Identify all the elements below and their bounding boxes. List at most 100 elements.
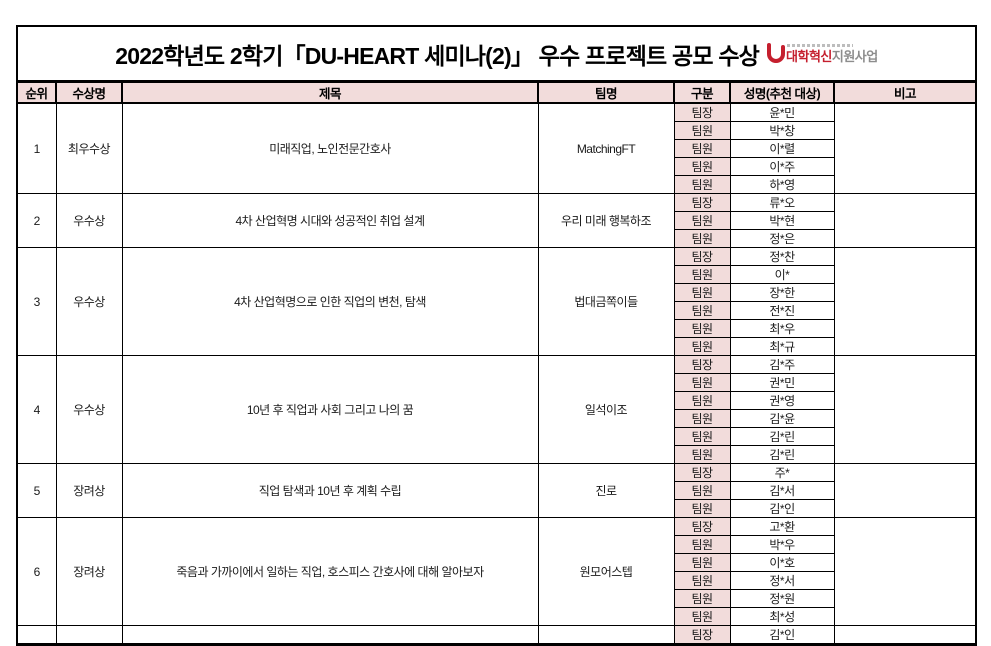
note-cell: [833, 355, 975, 464]
award-cell: 우수상: [55, 247, 123, 356]
member-name-cell: 윤*민: [729, 102, 835, 122]
page-title: 2022학년도 2학기「DU-HEART 세미나(2)」 우수 프로젝트 공모 …: [115, 42, 760, 69]
table-row: 팀원 하*영: [18, 175, 975, 194]
member-name-cell: 정*원: [729, 589, 835, 608]
award-cell: 우수상: [55, 193, 123, 248]
member-role-cell: 팀원: [673, 211, 731, 230]
logo-u-swoosh-icon: [765, 42, 786, 66]
member-name-cell: 류*오: [729, 193, 835, 212]
table-row: 팀원 박*창: [18, 121, 975, 140]
note-cell: [833, 247, 975, 356]
member-name-cell: 전*진: [729, 301, 835, 320]
member-role-cell: 팀장: [673, 625, 731, 644]
award-cell: 최우수상: [55, 102, 123, 194]
rank-cell: 5: [18, 463, 57, 518]
member-role-cell: 팀원: [673, 499, 731, 518]
member-role-cell: 팀원: [673, 283, 731, 302]
member-name-cell: 김*린: [729, 445, 835, 464]
project-title-cell: 죽음과 가까이에서 일하는 직업, 호스피스 간호사에 대해 알아보자: [121, 517, 539, 626]
results-tbody: 1 최우수상 미래직업, 노인전문간호사 MatchingFT 팀장 윤*민 팀원 박*창 팀원…: [18, 102, 975, 644]
rank-cell: 3: [18, 247, 57, 356]
project-title-cell: 4차 산업혁명으로 인한 직업의 변천, 탐색: [121, 247, 539, 356]
member-role-cell: 팀원: [673, 229, 731, 248]
member-role-cell: 팀원: [673, 589, 731, 608]
logo-text-gray: 지원사업: [831, 49, 878, 64]
team-name-cell: 법대금쪽이들: [537, 247, 675, 356]
header-note: 비고: [833, 82, 975, 104]
table-row: 팀원 김*윤: [18, 409, 975, 428]
member-role-cell: 팀장: [673, 517, 731, 536]
table-row: 팀원 김*린: [18, 445, 975, 464]
member-role-cell: 팀원: [673, 409, 731, 428]
team-name-cell: [537, 625, 675, 644]
table-row: 팀원 이*: [18, 265, 975, 284]
member-name-cell: 박*우: [729, 535, 835, 554]
team-name-cell: 진로: [537, 463, 675, 518]
member-name-cell: 정*찬: [729, 247, 835, 266]
table-row: 팀원 최*우: [18, 319, 975, 338]
logo-subtext-placeholder: [787, 44, 854, 47]
member-name-cell: 이*주: [729, 157, 835, 176]
member-name-cell: 장*한: [729, 283, 835, 302]
member-name-cell: 김*주: [729, 355, 835, 374]
member-name-cell: 이*호: [729, 553, 835, 572]
member-name-cell: 김*린: [729, 427, 835, 446]
member-role-cell: 팀원: [673, 391, 731, 410]
note-cell: [833, 463, 975, 518]
member-role-cell: 팀원: [673, 301, 731, 320]
table-row: 5 장려상 직업 탐색과 10년 후 계획 수립 진로 팀장 주*: [18, 463, 975, 518]
table-header-row: 순위 수상명 제목 팀명 구분 성명(추천 대상) 비고: [18, 82, 975, 104]
logo-text-red: 대학혁신: [786, 49, 832, 64]
header-role: 구분: [673, 82, 731, 104]
table-row: 팀원 김*서: [18, 481, 975, 500]
table-row: 팀원 전*진: [18, 301, 975, 320]
results-table: 순위 수상명 제목 팀명 구분 성명(추천 대상) 비고 1 최우수상 미래직업, …: [18, 82, 975, 644]
member-role-cell: 팀원: [673, 337, 731, 356]
team-name-cell: 우리 미래 행복하조: [537, 193, 675, 248]
note-cell: [833, 625, 975, 644]
document-title-bar: 2022학년도 2학기「DU-HEART 세미나(2)」 우수 프로젝트 공모 …: [18, 27, 975, 82]
member-name-cell: 박*현: [729, 211, 835, 230]
member-role-cell: 팀장: [673, 247, 731, 266]
member-role-cell: 팀원: [673, 553, 731, 572]
project-title-cell: 직업 탐색과 10년 후 계획 수립: [121, 463, 539, 518]
note-cell: [833, 193, 975, 248]
member-name-cell: 김*서: [729, 481, 835, 500]
member-role-cell: 팀장: [673, 193, 731, 212]
member-role-cell: 팀원: [673, 571, 731, 590]
member-name-cell: 최*성: [729, 607, 835, 626]
member-name-cell: 박*창: [729, 121, 835, 140]
project-title-cell: [121, 625, 539, 644]
logo-text: 대학혁신지원사업: [786, 50, 878, 63]
table-row: 팀원 정*원: [18, 589, 975, 608]
team-name-cell: MatchingFT: [537, 102, 675, 194]
header-rank: 순위: [18, 82, 57, 104]
member-name-cell: 권*민: [729, 373, 835, 392]
university-innovation-logo: 대학혁신지원사업: [765, 42, 878, 66]
member-name-cell: 김*인: [729, 625, 835, 644]
project-title-cell: 4차 산업혁명 시대와 성공적인 취업 설계: [121, 193, 539, 248]
table-row: 팀원 이*호: [18, 553, 975, 572]
member-role-cell: 팀원: [673, 157, 731, 176]
table-row: 4 우수상 10년 후 직업과 사회 그리고 나의 꿈 일석이조 팀장 김*주: [18, 355, 975, 464]
member-name-cell: 권*영: [729, 391, 835, 410]
member-name-cell: 최*규: [729, 337, 835, 356]
member-role-cell: 팀원: [673, 445, 731, 464]
member-role-cell: 팀원: [673, 535, 731, 554]
table-row: 3 우수상 4차 산업혁명으로 인한 직업의 변천, 탐색 법대금쪽이들 팀장 정*찬: [18, 247, 975, 356]
header-team-name: 팀명: [537, 82, 675, 104]
award-cell: 장려상: [55, 463, 123, 518]
logo-text-block: 대학혁신지원사업: [786, 44, 878, 63]
header-award: 수상명: [55, 82, 123, 104]
header-member-name: 성명(추천 대상): [729, 82, 835, 104]
project-title-cell: 10년 후 직업과 사회 그리고 나의 꿈: [121, 355, 539, 464]
table-row: 팀원 김*인: [18, 499, 975, 518]
table-row: 팀원 김*린: [18, 427, 975, 446]
member-role-cell: 팀원: [673, 427, 731, 446]
table-row: 6 장려상 죽음과 가까이에서 일하는 직업, 호스피스 간호사에 대해 알아보자 원…: [18, 517, 975, 626]
table-row: 팀장 김*인: [18, 625, 975, 644]
note-cell: [833, 102, 975, 194]
member-name-cell: 주*: [729, 463, 835, 482]
member-role-cell: 팀장: [673, 463, 731, 482]
member-role-cell: 팀원: [673, 319, 731, 338]
